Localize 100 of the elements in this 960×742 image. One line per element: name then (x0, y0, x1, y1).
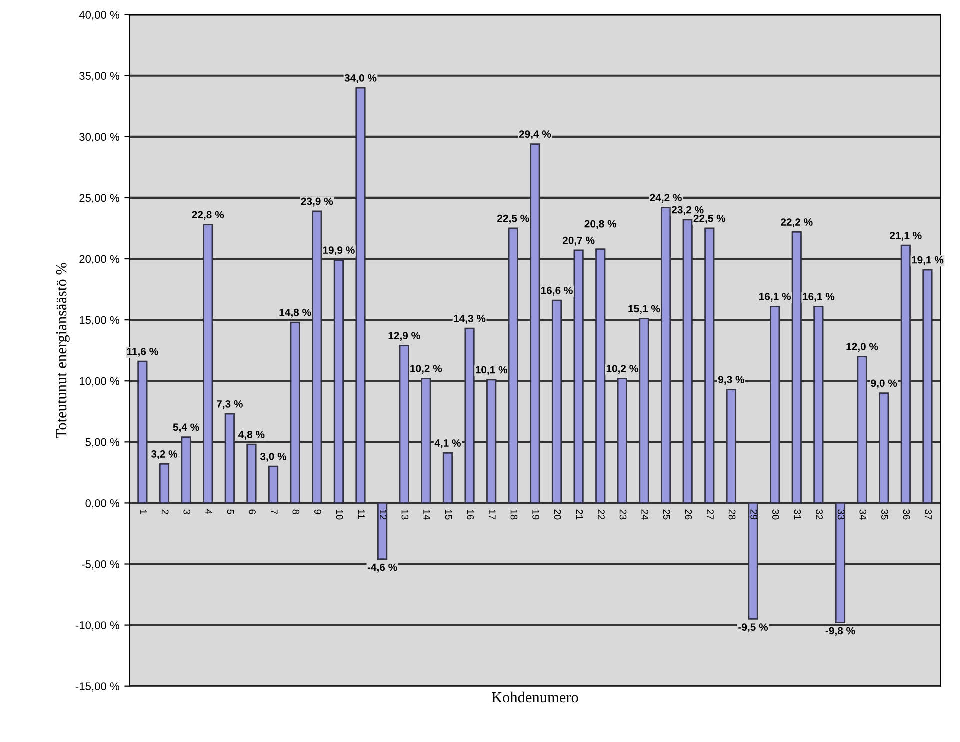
data-label: 23,9 % (301, 198, 334, 207)
data-label: 5,4 % (173, 424, 200, 433)
data-label: 3,0 % (260, 452, 287, 462)
y-tick-label: 35,00 % (80, 72, 120, 82)
x-tick-label: 31 (794, 510, 802, 520)
bar (879, 392, 890, 504)
x-tick-label: 37 (925, 510, 932, 520)
y-tick-label: -5,00 % (82, 560, 120, 570)
y-axis-title: Toteutunut energiansäästö % (56, 263, 70, 438)
y-tick-label: 40,00 % (79, 11, 120, 20)
x-tick-label: 24 (642, 510, 649, 520)
x-tick-label: 5 (227, 510, 234, 514)
data-label: 12,9 % (388, 332, 420, 341)
bar (334, 260, 344, 504)
data-label: 4,1 % (434, 440, 462, 448)
bar (312, 210, 322, 504)
x-tick-label: 36 (903, 510, 910, 520)
y-tick-label: 0,00 % (86, 499, 120, 509)
bar (224, 413, 235, 504)
x-tick-label: 17 (489, 510, 496, 520)
bar (726, 388, 737, 504)
data-label: 14,8 % (280, 308, 312, 318)
bar (268, 466, 279, 504)
x-tick-label: 14 (424, 510, 430, 520)
bar (552, 300, 562, 504)
x-tick-label: 25 (663, 510, 670, 520)
bar (181, 436, 192, 504)
y-tick-label: 15,00 % (80, 316, 120, 326)
data-label: 22,5 % (694, 214, 726, 224)
data-label: 9,0 % (871, 380, 898, 389)
data-label: 16,6 % (541, 286, 573, 296)
x-tick-label: 11 (358, 510, 365, 519)
y-tick-label: -15,00 % (76, 682, 120, 692)
x-tick-label: 9 (314, 510, 322, 514)
x-tick-label: 21 (576, 510, 584, 520)
x-tick-label: 28 (728, 510, 736, 520)
x-tick-label: 12 (380, 510, 387, 520)
x-tick-label: 32 (816, 510, 823, 520)
data-label: 15,1 % (628, 305, 660, 314)
bar (857, 356, 868, 504)
data-label: 22,5 % (498, 214, 530, 224)
data-label: -4,6 % (368, 564, 398, 573)
x-tick-label: 2 (162, 510, 169, 514)
x-tick-label: 29 (750, 510, 758, 520)
x-tick-label: 27 (707, 510, 714, 520)
bar (922, 269, 933, 504)
x-tick-label: 18 (510, 510, 518, 520)
data-label: 7,3 % (217, 400, 243, 410)
data-label: 29,4 % (519, 130, 552, 140)
bar (421, 378, 432, 504)
x-axis-title: Kohdenumero (492, 692, 578, 703)
bar (704, 228, 715, 504)
data-label: 16,1 % (803, 293, 835, 302)
bar (203, 224, 214, 504)
bar (246, 444, 257, 504)
bar (639, 318, 650, 504)
data-label: 20,7 % (562, 236, 595, 246)
bar (138, 360, 148, 504)
x-tick-label: 15 (445, 510, 452, 520)
x-tick-label: 33 (838, 510, 845, 520)
bar (792, 231, 802, 504)
data-label: 22,2 % (781, 218, 813, 228)
data-label: 19,9 % (323, 246, 355, 256)
bar (682, 219, 693, 504)
data-label: 12,0 % (846, 343, 878, 352)
bar (378, 502, 388, 560)
y-tick-label: 5,00 % (86, 438, 120, 448)
data-label: 23,2 % (672, 206, 704, 216)
x-tick-label: 6 (249, 510, 256, 514)
bar (660, 207, 672, 504)
data-label: 3,2 % (151, 450, 178, 460)
data-label: 19,1 % (912, 256, 944, 266)
x-tick-label: 13 (402, 510, 409, 520)
data-label: 9,3 % (718, 376, 744, 385)
data-label: 20,8 % (584, 220, 617, 230)
bar (530, 144, 540, 504)
x-tick-label: 20 (554, 510, 562, 520)
data-label: -9,8 % (826, 627, 856, 636)
x-tick-label: 22 (598, 510, 605, 520)
x-tick-label: 10 (336, 510, 344, 520)
x-tick-label: 16 (467, 510, 474, 520)
x-tick-label: 8 (292, 510, 300, 514)
bar (356, 87, 366, 504)
data-label: 16,1 % (760, 293, 792, 302)
data-label: 24,2 % (650, 194, 682, 204)
x-tick-label: 4 (206, 510, 212, 514)
bar (770, 306, 780, 504)
bar (574, 250, 584, 504)
data-label: 22,8 % (192, 211, 224, 220)
bar (486, 379, 497, 504)
x-tick-label: 30 (772, 510, 780, 520)
data-label: 4,8 % (238, 431, 265, 440)
y-tick-label: 20,00 % (80, 255, 120, 264)
y-tick-label: 10,00 % (80, 377, 120, 387)
bar (290, 322, 300, 504)
x-tick-label: 34 (860, 510, 867, 520)
bar (814, 306, 824, 504)
bar (399, 345, 410, 504)
bar (508, 228, 518, 504)
y-tick-label: 25,00 % (80, 194, 120, 204)
